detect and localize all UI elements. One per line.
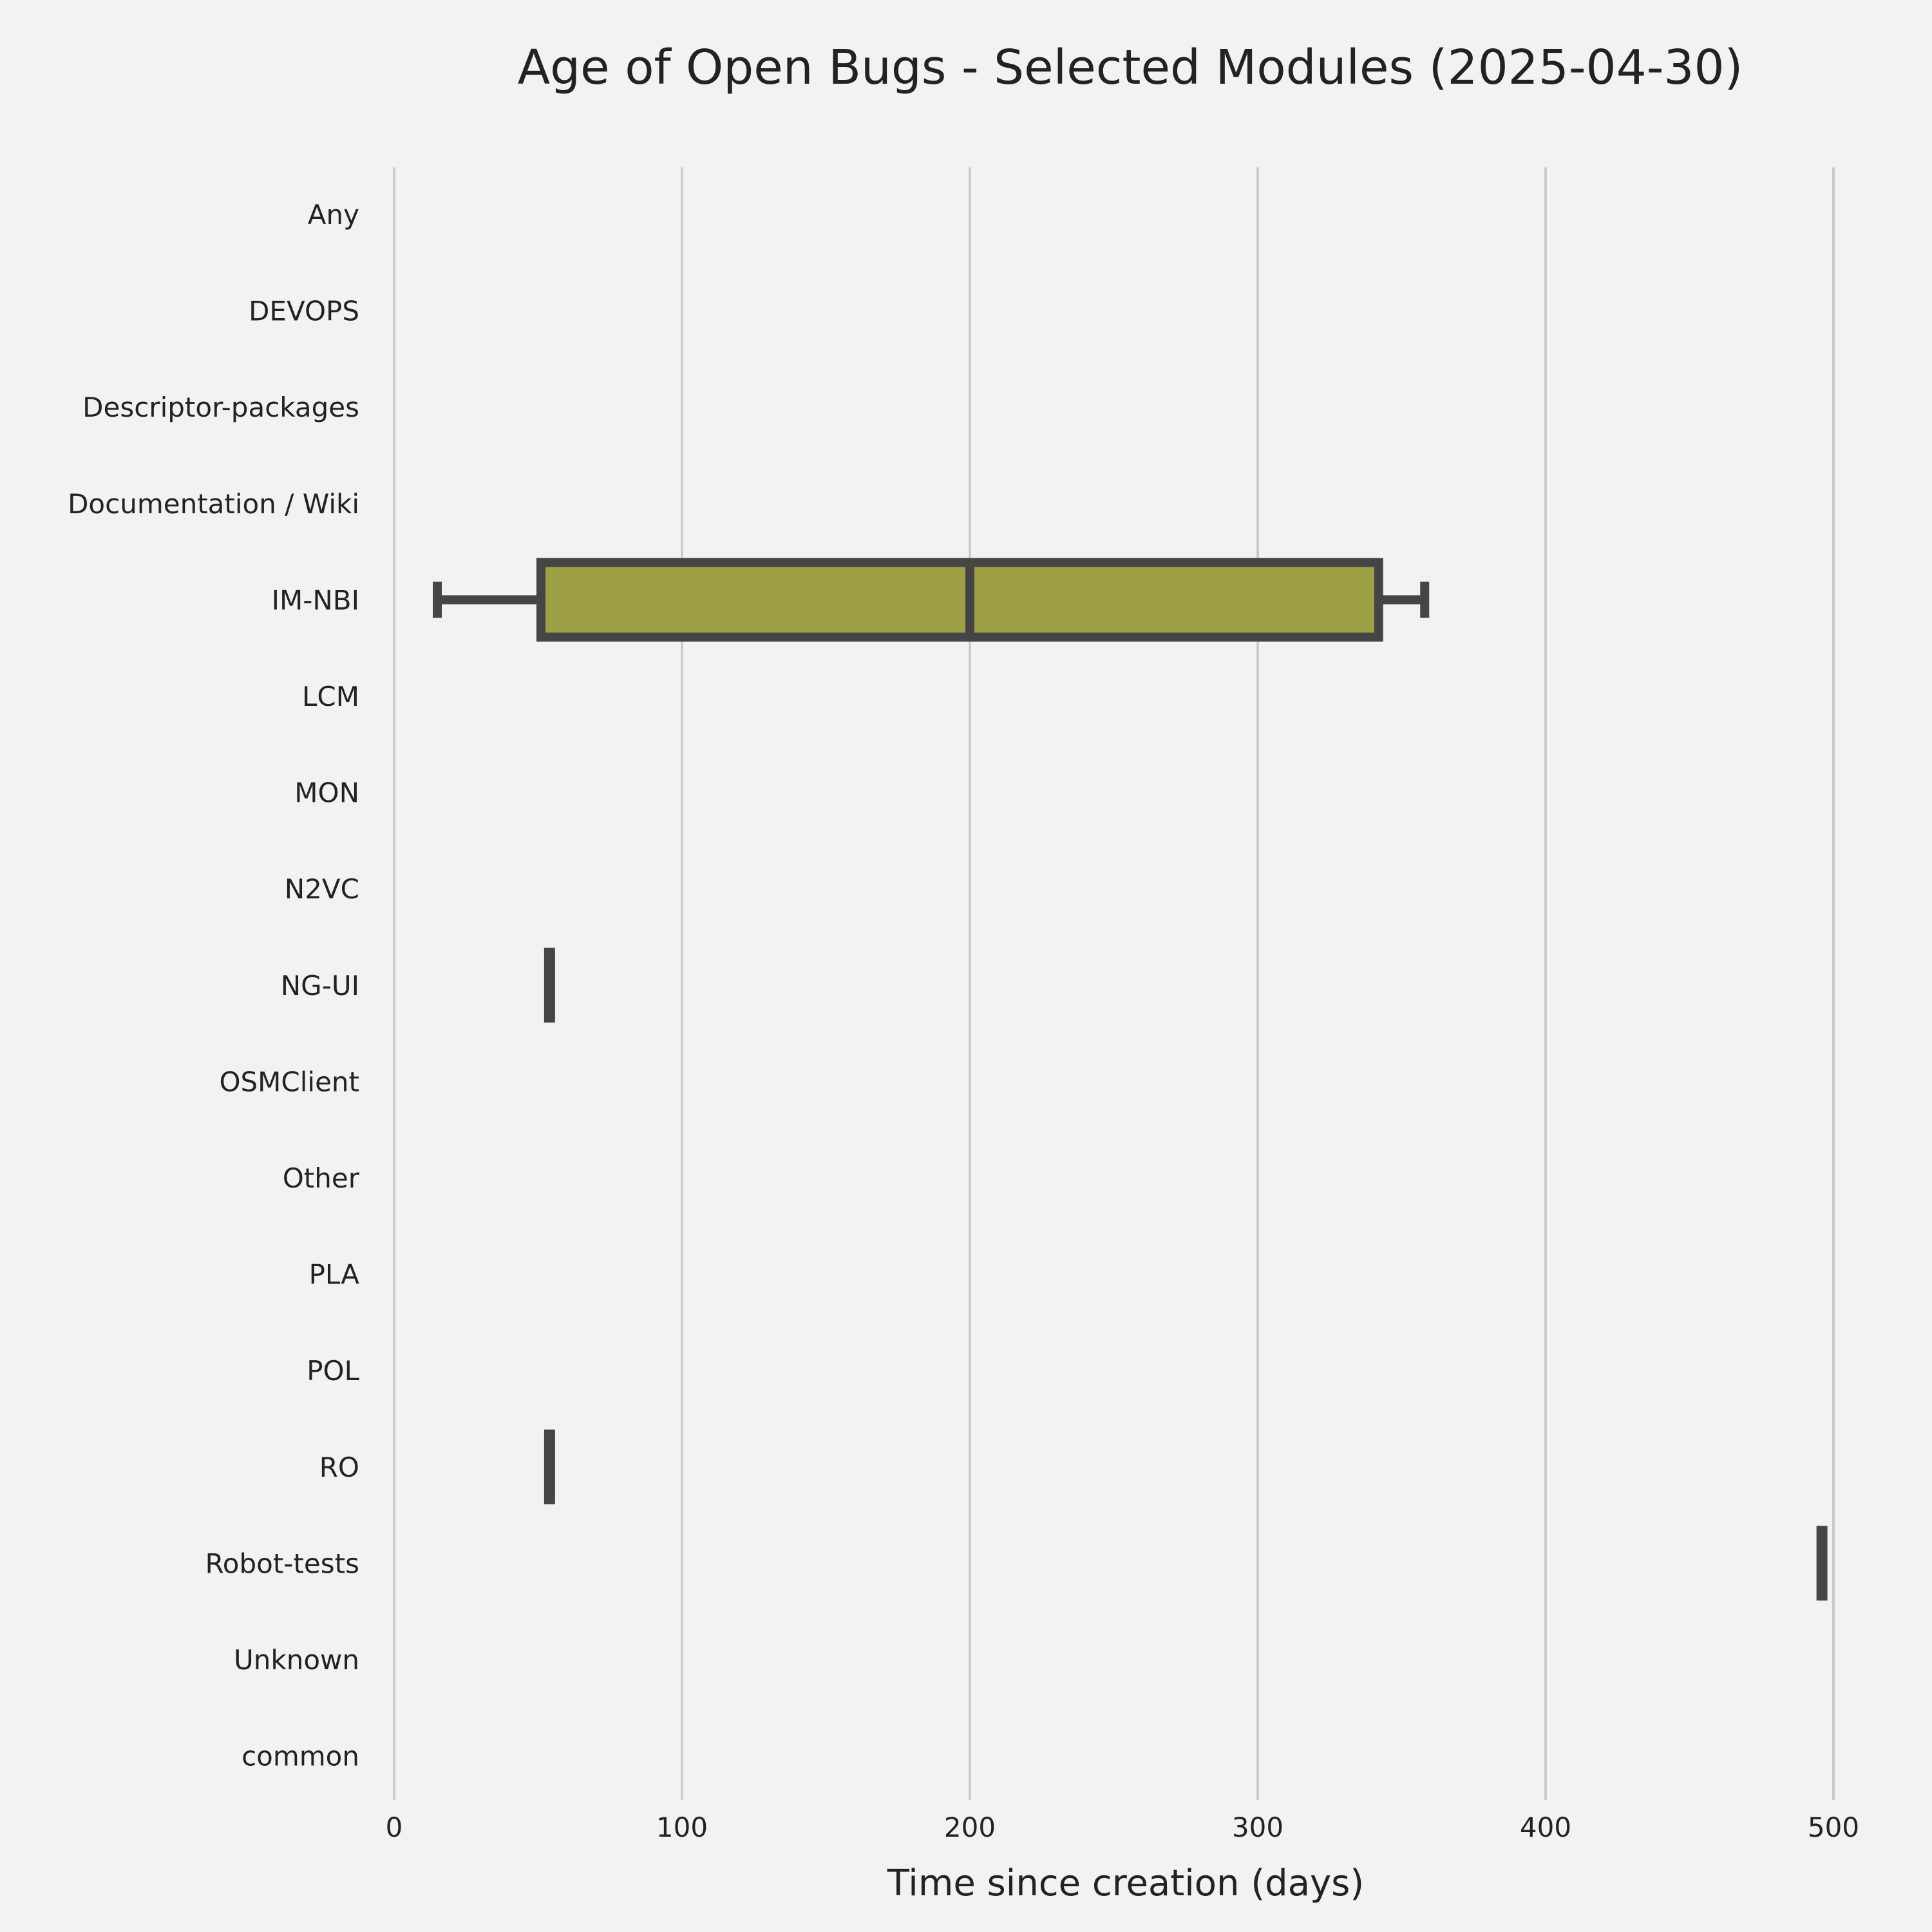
box-series: [433, 558, 1828, 1601]
y-tick-label: MON: [294, 777, 359, 809]
x-tick-label-500: 500: [1808, 1812, 1859, 1843]
x-axis-tick-labels: 0 100 200 300 400 500: [386, 1812, 1859, 1843]
y-tick-label: PLA: [309, 1259, 360, 1291]
x-tick-label-0: 0: [386, 1812, 403, 1843]
y-tick-label: Descriptor-packages: [82, 392, 359, 423]
x-axis-label: Time since creation (days): [887, 1862, 1364, 1904]
y-tick-label: Any: [308, 199, 359, 231]
x-tick-label-200: 200: [944, 1812, 996, 1843]
y-tick-label: Documentation / Wiki: [68, 488, 359, 520]
y-tick-label: Unknown: [234, 1644, 359, 1676]
y-tick-label: IM-NBI: [272, 584, 359, 616]
x-tick-label-400: 400: [1520, 1812, 1571, 1843]
box-iqr: [536, 558, 1383, 642]
y-tick-label: OSMClient: [219, 1066, 359, 1097]
y-tick-label: Other: [283, 1162, 360, 1194]
y-tick-label: POL: [307, 1355, 359, 1387]
y-axis-tick-labels: Any DEVOPS Descriptor-packages Documentatio…: [68, 199, 360, 1772]
y-tick-label: Robot-tests: [205, 1548, 359, 1579]
x-tick-label-300: 300: [1232, 1812, 1283, 1843]
chart-title: Age of Open Bugs - Selected Modules (202…: [518, 40, 1743, 95]
y-tick-label: N2VC: [285, 873, 359, 905]
y-tick-label: DEVOPS: [249, 296, 359, 327]
y-tick-label: LCM: [302, 681, 359, 712]
gridlines: [393, 167, 1835, 1800]
box-im-nbi: [433, 558, 1430, 642]
y-tick-label: common: [242, 1741, 359, 1772]
x-tick-label-100: 100: [656, 1812, 708, 1843]
y-tick-label: RO: [319, 1452, 359, 1483]
y-tick-label: NG-UI: [281, 970, 359, 1001]
